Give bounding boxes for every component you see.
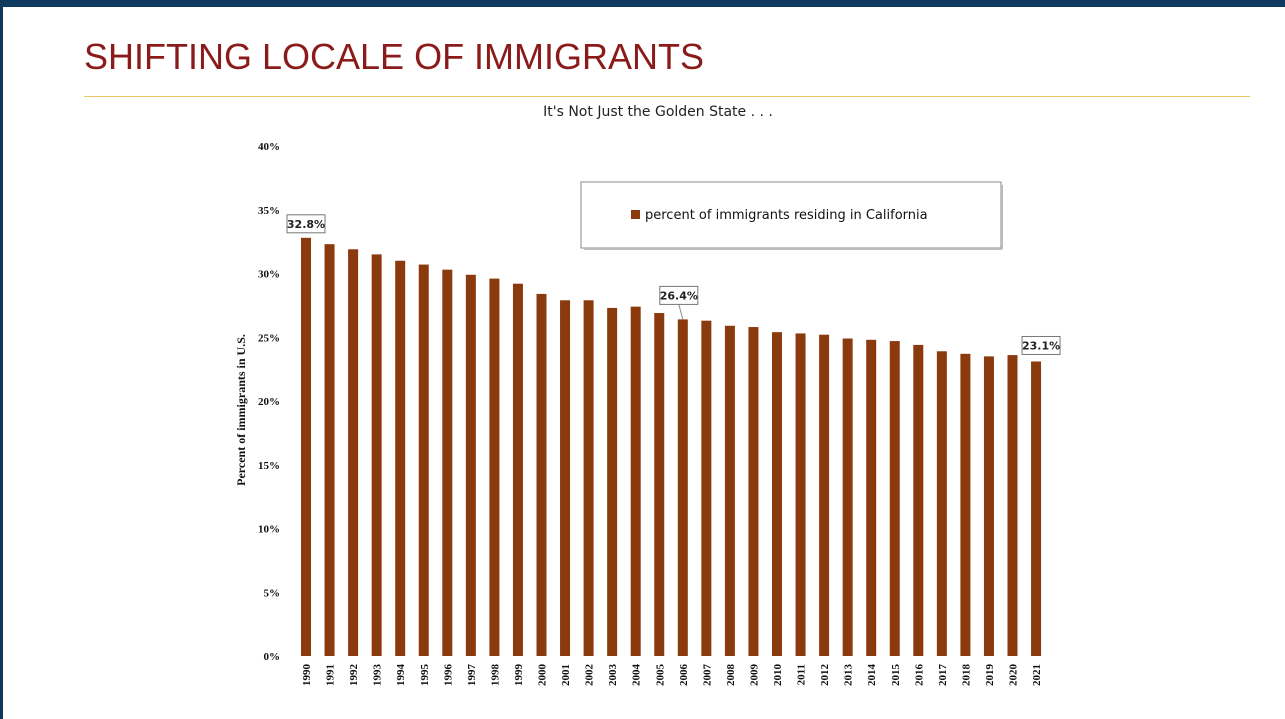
x-tick-label: 1998 (489, 664, 501, 687)
bar (583, 300, 594, 656)
x-tick-label: 2020 (1008, 664, 1020, 687)
x-tick-label: 2003 (607, 664, 619, 687)
bar (348, 249, 359, 656)
x-tick-label: 2019 (984, 664, 996, 687)
bar (724, 325, 735, 656)
bar (1031, 361, 1042, 656)
x-tick-label: 2013 (843, 664, 855, 687)
x-tick-label: 1992 (348, 664, 360, 687)
x-tick-label: 1991 (325, 664, 337, 686)
x-tick-label: 2010 (772, 664, 784, 687)
bar (442, 269, 453, 656)
x-tick-label: 2012 (819, 664, 831, 687)
x-tick-label: 1994 (395, 664, 407, 687)
data-label-box (286, 214, 326, 234)
legend-label: percent of immigrants residing in Califo… (645, 208, 928, 223)
bar (465, 274, 476, 656)
bar (960, 353, 971, 656)
bar (630, 306, 641, 656)
left-edge-border (0, 0, 3, 719)
y-tick-label: 15% (258, 460, 280, 472)
y-tick-label: 0% (264, 651, 281, 663)
data-labels: 32.8% 26.4% 23.1% (286, 214, 1061, 355)
bar (489, 278, 500, 656)
bar-series (301, 237, 1042, 657)
title-divider (84, 96, 1250, 97)
bar (677, 319, 688, 656)
data-label-box (1021, 335, 1061, 355)
bar (772, 332, 782, 656)
x-tick-label: 2001 (560, 664, 572, 686)
x-tick-label: 2007 (701, 664, 713, 687)
x-axis-ticks: 1990 1991 1992 1993 1994 1995 1996 1997 1998 1999… (301, 664, 1043, 687)
bar (654, 313, 665, 656)
data-label-leader (678, 304, 684, 320)
x-tick-label: 2009 (748, 664, 760, 687)
x-tick-label: 1997 (466, 664, 478, 687)
data-label: 32.8% (287, 218, 325, 231)
x-tick-label: 2015 (890, 664, 902, 687)
x-tick-label: 2017 (937, 664, 949, 687)
x-tick-label: 2021 (1031, 664, 1043, 686)
data-label: 23.1% (1022, 339, 1060, 352)
legend-box (580, 181, 1002, 249)
bar (842, 338, 853, 656)
bar (536, 293, 547, 656)
legend: percent of immigrants residing in Califo… (580, 181, 1003, 250)
bar (983, 356, 994, 656)
y-tick-label: 10% (258, 524, 280, 536)
bar (418, 264, 429, 656)
x-tick-label: 2018 (960, 664, 972, 687)
bar (395, 260, 406, 656)
x-tick-label: 1996 (442, 664, 454, 687)
bar (819, 334, 830, 656)
y-tick-label: 25% (258, 332, 280, 344)
x-tick-label: 1999 (513, 664, 525, 687)
x-tick-label: 2005 (654, 664, 666, 687)
bar (371, 254, 382, 656)
x-tick-label: 2016 (913, 664, 925, 687)
bar (866, 339, 877, 656)
data-label: 26.4% (660, 289, 698, 302)
bar (701, 320, 712, 656)
x-tick-label: 2008 (725, 664, 737, 687)
y-tick-label: 5% (264, 587, 281, 599)
bar (913, 344, 924, 656)
y-tick-label: 30% (258, 269, 280, 281)
bar (936, 351, 947, 656)
x-tick-label: 2006 (678, 664, 690, 687)
bar (512, 283, 523, 656)
y-axis-ticks: 0% 5% 10% 15% 20% 25% 30% 35% 40% (258, 141, 280, 663)
legend-swatch (631, 210, 640, 219)
y-tick-label: 20% (258, 396, 280, 408)
y-tick-label: 40% (258, 141, 280, 153)
bar (607, 307, 618, 656)
x-tick-label: 1993 (372, 664, 384, 687)
slide-title: SHIFTING LOCALE OF IMMIGRANTS (84, 36, 705, 77)
bar (324, 244, 335, 657)
x-tick-label: 2000 (537, 664, 549, 687)
bar (560, 300, 571, 656)
x-tick-label: 2004 (631, 664, 643, 687)
x-tick-label: 1995 (419, 664, 431, 687)
top-bar (0, 0, 1285, 7)
x-tick-label: 1990 (301, 664, 313, 687)
bar (301, 237, 311, 657)
bar (795, 333, 806, 656)
x-tick-label: 2011 (796, 664, 808, 685)
chart-title: It's Not Just the Golden State . . . (543, 104, 773, 120)
data-label-box (659, 285, 699, 305)
bar (1007, 355, 1018, 656)
bar (748, 327, 759, 656)
bar (889, 341, 900, 656)
y-axis-label: Percent of immigrants in U.S. (234, 334, 248, 486)
x-tick-label: 2014 (866, 664, 878, 687)
x-tick-label: 2002 (584, 664, 596, 687)
y-tick-label: 35% (258, 205, 280, 217)
